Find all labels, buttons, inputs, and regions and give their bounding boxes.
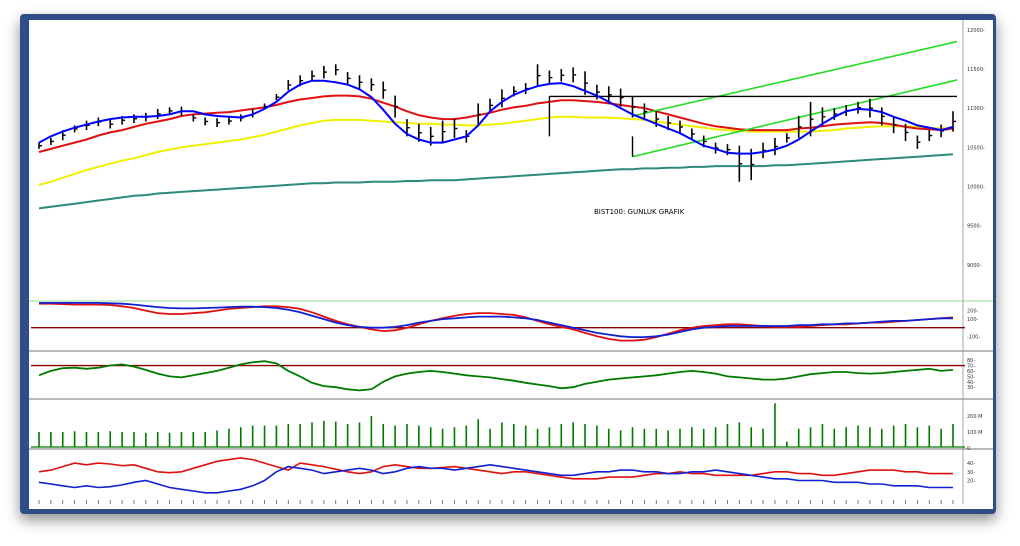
chart-plot-area: 12000- 11500- 11000- 10500- 10000- 9500- 9000-… [29, 20, 993, 509]
channel-upper-line [633, 42, 957, 116]
price-tick-label: 9000- [967, 263, 982, 269]
macd-tick-label: -100- [967, 334, 980, 340]
chart-title: BIST100: GUNLUK GRAFIK [594, 208, 685, 216]
price-tick-label: 10000- [967, 184, 985, 190]
price-tick-label: 9500- [967, 224, 982, 230]
price-tick-label: 11500- [967, 67, 985, 73]
price-tick-label: 10500- [967, 145, 985, 151]
dmi-plus-line [39, 458, 953, 479]
volume-tick-label: 100.M [967, 430, 982, 436]
volume-tick-label: 0 [967, 446, 970, 452]
ma-very-long-line [39, 154, 953, 208]
dmi-tick-label: 20- [967, 479, 975, 485]
rsi-panel [31, 361, 965, 390]
dmi-tick-label: 40- [967, 461, 975, 467]
panel-separators [29, 20, 993, 504]
technical-chart: 12000- 11500- 11000- 10500- 10000- 9500- 9000-… [29, 20, 993, 509]
dmi-minus-line [39, 465, 953, 493]
price-panel [39, 42, 957, 209]
macd-tick-label: 100- [967, 317, 979, 323]
dmi-panel [39, 458, 953, 493]
volume-tick-label: 200.M [967, 414, 982, 420]
macd-panel [31, 303, 965, 341]
price-tick-label: 12000- [967, 28, 985, 34]
macd-signal-line [39, 303, 953, 337]
price-tick-label: 11000- [967, 106, 985, 112]
volume-panel [31, 403, 965, 447]
dmi-tick-label: 30- [967, 470, 975, 476]
rsi-tick-label: 30- [967, 385, 975, 391]
macd-tick-label: 200- [967, 309, 979, 315]
macd-line [39, 304, 953, 341]
